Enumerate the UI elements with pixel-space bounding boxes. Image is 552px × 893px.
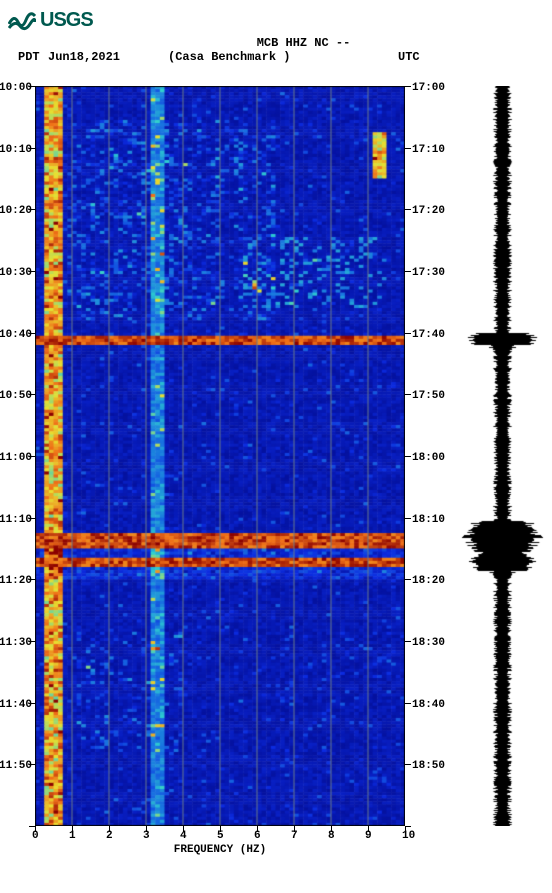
ytick-utc: 18:50	[412, 760, 445, 772]
ytick-utc: 17:50	[412, 390, 445, 402]
ytick-pdt: 10:50	[0, 390, 32, 402]
plot-header: MCB HHZ NC -- PDT Jun18,2021 (Casa Bench…	[0, 36, 552, 50]
spectrogram-canvas	[35, 86, 405, 826]
ytick-pdt: 11:10	[0, 514, 32, 526]
utc-label: UTC	[398, 50, 420, 64]
station-code: MCB HHZ NC --	[0, 36, 552, 50]
ytick-pdt: 10:30	[0, 267, 32, 279]
ytick-utc: 17:10	[412, 144, 445, 156]
ytick-utc: 18:10	[412, 514, 445, 526]
ytick-pdt: 10:10	[0, 144, 32, 156]
date-label: Jun18,2021	[48, 50, 120, 64]
plot-area: 012345678910 FREQUENCY (HZ)	[35, 86, 405, 846]
xtick-label: 4	[180, 830, 187, 842]
ytick-utc: 18:00	[412, 452, 445, 464]
ytick-utc: 17:20	[412, 205, 445, 217]
xtick-label: 3	[143, 830, 150, 842]
xtick-label: 7	[291, 830, 298, 842]
ytick-utc: 18:30	[412, 637, 445, 649]
xtick-label: 1	[69, 830, 76, 842]
ytick-pdt: 11:20	[0, 575, 32, 587]
ytick-pdt: 10:20	[0, 205, 32, 217]
usgs-wave-icon	[8, 6, 36, 34]
xtick-label: 6	[254, 830, 261, 842]
ytick-pdt: 11:50	[0, 760, 32, 772]
ytick-pdt: 10:00	[0, 82, 32, 94]
xtick-label: 10	[402, 830, 415, 842]
ytick-utc: 17:00	[412, 82, 445, 94]
waveform-canvas	[460, 86, 545, 826]
pdt-label: PDT	[18, 50, 40, 64]
xtick-label: 2	[106, 830, 113, 842]
ytick-utc: 18:20	[412, 575, 445, 587]
usgs-logo-text: USGS	[40, 9, 93, 32]
ytick-pdt: 11:00	[0, 452, 32, 464]
xtick-label: 9	[365, 830, 372, 842]
xtick-label: 0	[32, 830, 39, 842]
ytick-utc: 17:40	[412, 329, 445, 341]
xtick-label: 8	[328, 830, 335, 842]
ytick-utc: 18:40	[412, 699, 445, 711]
station-desc: (Casa Benchmark )	[168, 50, 290, 64]
usgs-logo: USGS	[8, 6, 93, 34]
xaxis-title: FREQUENCY (HZ)	[35, 844, 405, 856]
ytick-utc: 17:30	[412, 267, 445, 279]
xtick-label: 5	[217, 830, 224, 842]
ytick-pdt: 11:40	[0, 699, 32, 711]
ytick-pdt: 10:40	[0, 329, 32, 341]
ytick-pdt: 11:30	[0, 637, 32, 649]
